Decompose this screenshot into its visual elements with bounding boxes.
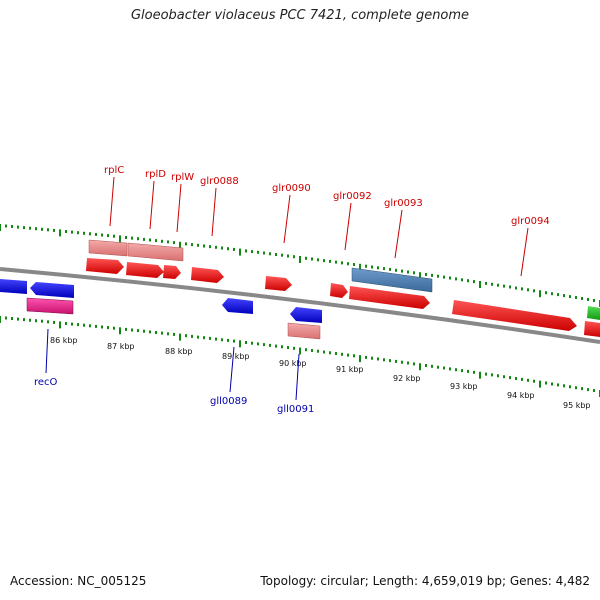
kbp-label: 89 kbp <box>222 352 250 361</box>
accession-text: Accession: NC_005125 <box>10 574 147 588</box>
kbp-label: 93 kbp <box>450 382 478 391</box>
gene-reverse-left-edge[interactable] <box>0 279 27 294</box>
kbp-label: 88 kbp <box>165 347 193 356</box>
gene-glr0094[interactable] <box>452 300 577 331</box>
genome-title: Gloeobacter violaceus PCC 7421, complete… <box>130 8 470 23</box>
gene-glr0090[interactable] <box>265 276 292 291</box>
gene-recO-pink[interactable] <box>26 297 74 315</box>
reverse-label-leaders <box>45 328 300 401</box>
genome-summary-text: Topology: circular; Length: 4,659,019 bp… <box>260 574 590 588</box>
gene-glr0092[interactable] <box>349 286 430 309</box>
gene-gll0091[interactable] <box>290 307 322 323</box>
gene-gll0091-light[interactable] <box>287 322 321 340</box>
gene-rplD-light[interactable] <box>127 242 184 262</box>
gene-green-edge[interactable] <box>587 306 600 320</box>
gene-glr0088[interactable] <box>191 267 224 283</box>
gene-recO[interactable] <box>30 282 74 298</box>
gene-label-gll0091[interactable]: gll0091 <box>277 404 314 415</box>
kbp-label: 87 kbp <box>107 342 135 351</box>
reverse-labels: recO gll0089 gll0091 <box>34 377 314 415</box>
gene-label-rplD[interactable]: rplD <box>145 169 166 180</box>
gene-rplC-light[interactable] <box>88 239 128 257</box>
kbp-label: 86 kbp <box>50 336 78 345</box>
kbp-scale: 86 kbp 87 kbp 88 kbp 89 kbp 90 kbp 91 kb… <box>50 336 591 410</box>
outer-tick-track <box>0 224 600 307</box>
forward-labels: rplC rplD rplW glr0088 glr0090 glr0092 g… <box>104 165 550 227</box>
gene-label-recO[interactable]: recO <box>34 377 58 388</box>
forward-label-leaders <box>109 176 529 277</box>
gene-label-rplC[interactable]: rplC <box>104 165 124 176</box>
inner-tick-track <box>0 316 600 397</box>
forward-genes <box>86 258 600 337</box>
reverse-genes <box>0 279 322 340</box>
gene-label-glr0094[interactable]: glr0094 <box>511 216 550 227</box>
gene-gll0089[interactable] <box>222 298 253 314</box>
gene-label-glr0092[interactable]: glr0092 <box>333 191 372 202</box>
forward-outer-genes <box>88 239 433 293</box>
gene-label-glr0090[interactable]: glr0090 <box>272 183 311 194</box>
genome-backbone <box>0 267 600 344</box>
gene-label-glr0088[interactable]: glr0088 <box>200 176 239 187</box>
gene-rplW[interactable] <box>163 265 181 279</box>
kbp-label: 91 kbp <box>336 365 364 374</box>
gene-label-rplW[interactable]: rplW <box>171 172 194 183</box>
kbp-label: 94 kbp <box>507 391 535 400</box>
gene-rplC[interactable] <box>86 258 124 274</box>
kbp-label: 95 kbp <box>563 401 591 410</box>
gene-edge-red[interactable] <box>584 321 600 337</box>
kbp-label: 92 kbp <box>393 374 421 383</box>
gene-label-gll0089[interactable]: gll0089 <box>210 396 247 407</box>
gene-rplD[interactable] <box>126 262 164 278</box>
gene-glr0093-steel[interactable] <box>351 267 433 293</box>
gene-label-glr0093[interactable]: glr0093 <box>384 198 423 209</box>
kbp-label: 90 kbp <box>279 359 307 368</box>
gene-glr0092-small[interactable] <box>330 283 348 298</box>
